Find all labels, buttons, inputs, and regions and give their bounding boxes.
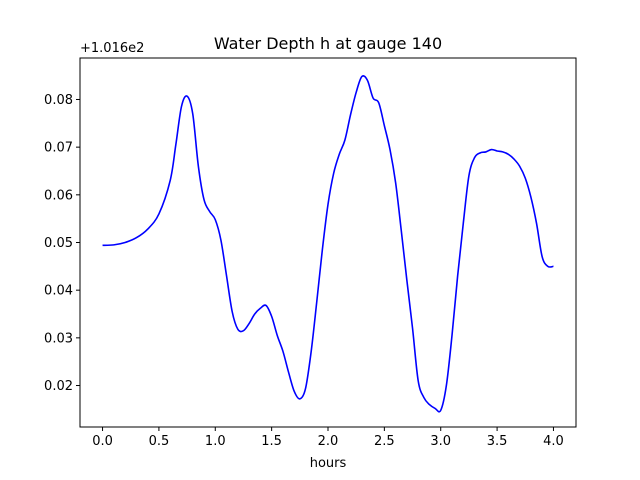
x-tick-label: 2.5: [374, 434, 395, 449]
y-tick-label: 0.06: [44, 188, 73, 203]
x-tick-label: 4.0: [543, 434, 564, 449]
axis-ticks: 0.0 0.5 1.0 1.5 2.0 2.5 3.0 3.5 4.0 0.02 0.03 0.04 0…: [44, 93, 564, 449]
series-line: [102, 75, 554, 413]
plot-area: [102, 75, 554, 413]
y-tick-label: 0.04: [44, 284, 73, 299]
y-tick-label: 0.05: [44, 236, 73, 251]
y-tick-label: 0.02: [44, 379, 73, 394]
x-tick-label: 1.5: [261, 434, 282, 449]
x-tick-label: 0.5: [149, 434, 170, 449]
y-tick-label: 0.08: [44, 93, 73, 108]
y-tick-label: 0.07: [44, 141, 73, 156]
chart-title: Water Depth h at gauge 140: [214, 34, 442, 53]
x-tick-label: 1.0: [205, 434, 226, 449]
y-tick-label: 0.03: [44, 331, 73, 346]
x-tick-label: 3.0: [430, 434, 451, 449]
x-tick-label: 3.5: [487, 434, 508, 449]
axes-frame: [79, 57, 577, 428]
x-tick-label: 0.0: [92, 434, 113, 449]
x-tick-label: 2.0: [318, 434, 339, 449]
y-axis-offset-label: +1.016e2: [80, 41, 144, 56]
x-axis-label: hours: [310, 456, 347, 471]
